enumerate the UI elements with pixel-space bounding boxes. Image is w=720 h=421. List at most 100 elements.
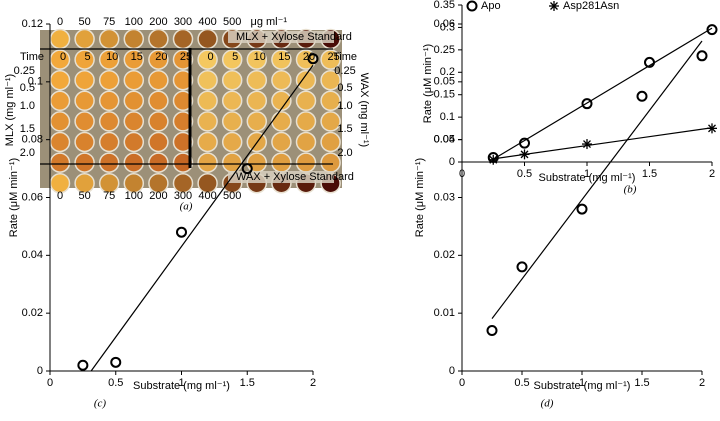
y-tick-label: 0.1 — [440, 111, 455, 123]
well — [172, 69, 194, 91]
data-point — [706, 24, 718, 36]
data-point — [486, 325, 498, 337]
well — [123, 152, 145, 173]
standard-label: MLX + Xylose Standard — [236, 31, 352, 43]
time-label: 25 — [327, 51, 339, 63]
y-tick-label: 0.2 — [440, 66, 455, 78]
well — [74, 90, 95, 112]
well — [98, 90, 120, 112]
y-tick-label: 0 — [449, 156, 455, 168]
data-point — [519, 137, 530, 149]
time-heading: Time — [333, 51, 357, 63]
time-label: 0 — [60, 51, 66, 63]
trend-line — [492, 27, 713, 160]
concentration-label: 50 — [78, 190, 90, 202]
well — [197, 172, 218, 194]
x-tick-label: 1.5 — [642, 168, 657, 180]
data-point — [307, 53, 319, 65]
concentration-label: 0 — [57, 16, 63, 28]
data-point — [241, 163, 253, 175]
well — [148, 69, 169, 91]
well — [221, 131, 243, 153]
row-label: 2.0 — [20, 147, 35, 159]
well — [221, 90, 243, 112]
well — [148, 131, 169, 153]
well — [320, 90, 341, 112]
caption: (d) — [541, 398, 554, 410]
well — [49, 131, 71, 153]
axis-label: MLX (mg ml⁻¹) — [4, 74, 16, 146]
row-label: 2.0 — [337, 147, 352, 159]
well — [320, 111, 341, 132]
concentration-label: 75 — [103, 16, 115, 28]
well — [98, 111, 120, 132]
concentration-label: 0 — [57, 190, 63, 202]
well — [98, 69, 120, 91]
y-tick-label: 0.35 — [434, 0, 455, 11]
data-point — [707, 123, 717, 134]
x-tick-label: 2 — [709, 168, 715, 180]
well — [221, 69, 243, 91]
well — [172, 111, 194, 132]
y-tick-label: 0.12 — [22, 18, 43, 30]
well — [148, 152, 169, 173]
concentration-label: 100 — [125, 16, 143, 28]
well — [172, 131, 194, 153]
y-tick-label: 0 — [449, 365, 455, 377]
y-tick-label: 0.04 — [22, 249, 43, 261]
well — [197, 111, 218, 132]
data-point — [519, 149, 530, 160]
well — [148, 172, 169, 194]
row-label: 0.25 — [14, 65, 35, 77]
well — [172, 152, 194, 173]
row-label: 1.5 — [20, 123, 35, 135]
well — [271, 90, 292, 112]
y-tick-label: 0.05 — [434, 76, 455, 88]
well — [221, 152, 243, 173]
data-point — [576, 203, 588, 215]
caption: (a) — [180, 201, 193, 213]
time-label: 15 — [131, 51, 143, 63]
data-point — [696, 50, 708, 62]
x-axis-label: Substrate (mg ml⁻¹) — [534, 380, 631, 392]
legend-label: Asp281Asn — [563, 0, 619, 12]
well — [148, 111, 169, 132]
time-heading: Time — [20, 51, 44, 63]
x-axis-label: Substrate (mg ml⁻¹) — [133, 380, 230, 392]
y-tick-label: 0.3 — [440, 21, 455, 33]
marker-stroke — [520, 150, 529, 159]
well — [197, 49, 218, 70]
concentration-label: 500 — [223, 16, 241, 28]
time-label: 0 — [208, 51, 214, 63]
well — [271, 111, 292, 132]
x-tick-label: 1 — [579, 377, 585, 389]
well — [123, 90, 145, 112]
well — [98, 131, 120, 153]
well — [246, 152, 268, 173]
well — [172, 172, 194, 194]
well — [123, 28, 145, 50]
time-label: 25 — [180, 51, 192, 63]
well — [320, 131, 341, 153]
well — [295, 90, 317, 112]
well — [74, 131, 95, 153]
well — [295, 111, 317, 132]
well — [295, 69, 317, 91]
well — [148, 90, 169, 112]
data-point — [77, 359, 89, 371]
data-point — [488, 154, 499, 165]
time-label: 5 — [232, 51, 238, 63]
y-tick-label: 0.06 — [434, 18, 455, 30]
y-tick-label: 0.02 — [22, 307, 43, 319]
well — [197, 152, 218, 173]
well — [148, 28, 169, 50]
well — [172, 49, 194, 70]
well — [98, 172, 120, 194]
well — [172, 28, 194, 50]
trend-line — [491, 40, 703, 320]
standard-label: WAX + Xylose Standard — [236, 171, 354, 183]
y-tick-label: 0.04 — [434, 134, 455, 146]
well — [74, 111, 95, 132]
well — [271, 131, 292, 153]
